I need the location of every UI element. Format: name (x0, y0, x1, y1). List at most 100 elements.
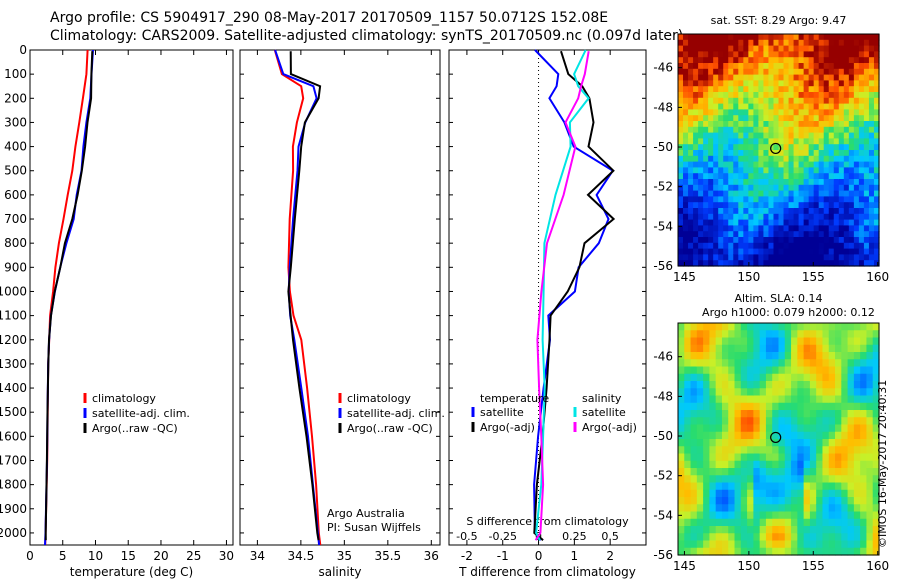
map-cell (778, 446, 786, 455)
map-cell (713, 34, 719, 41)
map-cell (803, 540, 811, 549)
map-cell (803, 121, 810, 128)
map-cell (734, 431, 742, 440)
map-cell (773, 155, 780, 163)
map-cell (863, 92, 870, 99)
map-cell (693, 92, 699, 99)
map-cell (753, 202, 760, 209)
map-cell (698, 51, 704, 58)
map-cell (866, 352, 874, 360)
map-cell (703, 97, 709, 105)
map-cell (866, 431, 874, 440)
map-cell (683, 155, 689, 163)
map-cell (841, 352, 849, 360)
map-cell (728, 103, 734, 110)
map-cell (823, 237, 830, 244)
map-cell (835, 402, 842, 411)
map-cell (816, 424, 824, 433)
map-cell (835, 431, 842, 440)
map-cell (703, 337, 711, 346)
map-cell (822, 381, 830, 389)
map-cell (783, 144, 790, 151)
map-cell (723, 260, 729, 267)
map-cell (853, 208, 860, 215)
map-cell (693, 45, 699, 52)
map-cell (809, 417, 817, 426)
map-cell (822, 446, 830, 455)
map-cell (753, 150, 760, 157)
map-cell (788, 196, 795, 203)
map-cell (759, 330, 767, 339)
y-tick-label: 1900 (0, 502, 27, 516)
map-cell (835, 489, 842, 498)
map-cell (853, 431, 861, 440)
map-cell (733, 86, 739, 93)
map-cell (783, 103, 790, 110)
map-cell (778, 547, 786, 556)
map-cell (753, 352, 761, 360)
map-cell (823, 254, 830, 261)
map-cell (863, 190, 870, 197)
map-cell (718, 231, 724, 238)
map-cell (791, 533, 798, 542)
map-cell (828, 330, 836, 339)
map-cell (853, 446, 861, 455)
map-cell (708, 237, 714, 244)
map-cell (803, 330, 811, 339)
map-cell (723, 184, 729, 192)
map-cell (718, 196, 724, 203)
map-cell (784, 402, 792, 411)
map-cell (858, 219, 865, 226)
map-cell (847, 526, 855, 534)
map-cell (733, 121, 739, 128)
map-cell (833, 237, 840, 244)
map-cell (818, 242, 825, 250)
map-cell (873, 248, 880, 255)
map-cell (708, 80, 714, 87)
map-cell (866, 489, 874, 498)
map-cell (690, 330, 698, 339)
map-cell (740, 540, 748, 549)
map-cell (703, 395, 711, 404)
map-cell (816, 388, 824, 397)
map-cell (833, 63, 840, 70)
map-cell (708, 138, 714, 145)
map-cell (841, 388, 849, 397)
map-cell (803, 366, 811, 375)
map-cell (863, 202, 870, 209)
map-cell (758, 34, 765, 41)
map-cell (791, 482, 798, 491)
map-cell (778, 468, 786, 476)
map-cell (778, 68, 785, 76)
map-cell (793, 132, 800, 139)
map-cell (823, 179, 830, 186)
map-cell (818, 231, 825, 238)
map-cell (738, 57, 744, 64)
map-cell (783, 132, 790, 139)
map-cell (843, 161, 850, 168)
map-cell (743, 132, 749, 139)
map-cell (733, 97, 739, 105)
map-cell (868, 150, 875, 157)
legend-title: temperature (480, 392, 549, 405)
map-cell (703, 132, 709, 139)
map-cell (768, 34, 775, 41)
map-cell (763, 51, 770, 58)
map-cell (803, 511, 811, 520)
map-cell (728, 518, 736, 527)
map-cell (773, 237, 780, 244)
map-cell (822, 460, 830, 469)
map-cell (684, 323, 692, 331)
map-cell (703, 504, 711, 513)
map-cell (713, 248, 719, 255)
map-cell (765, 344, 773, 353)
map-cell (734, 497, 742, 505)
map-cell (748, 196, 754, 203)
map-cell (728, 196, 734, 203)
map-cell (797, 547, 805, 556)
map-cell (848, 74, 855, 81)
map-cell (847, 547, 855, 556)
map-cell (758, 190, 765, 197)
map-cell (866, 475, 874, 484)
map-cell (693, 57, 699, 64)
